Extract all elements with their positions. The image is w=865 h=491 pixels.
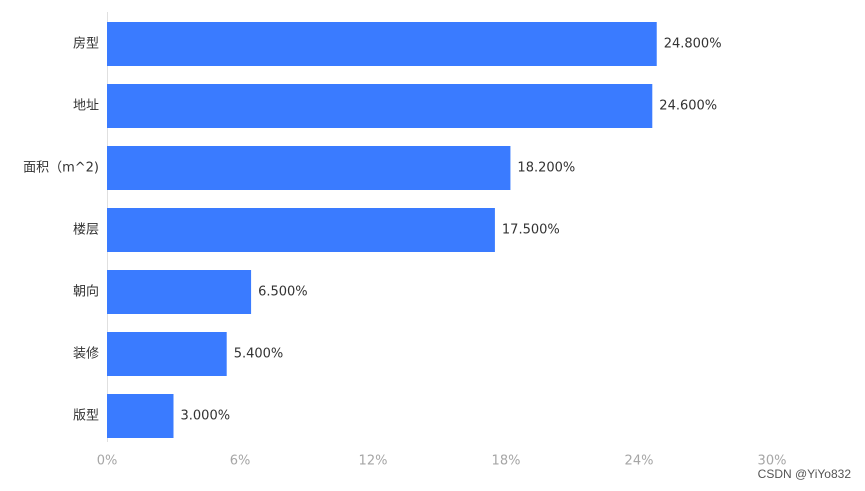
value-label: 24.600% — [659, 99, 717, 114]
x-tick-label: 12% — [359, 454, 388, 469]
watermark: CSDN @YiYo832 — [757, 467, 851, 481]
bar[interactable] — [107, 332, 227, 376]
x-tick-label: 24% — [625, 454, 654, 469]
x-tick-label: 0% — [97, 454, 118, 469]
bar[interactable] — [107, 270, 252, 314]
bar[interactable] — [107, 394, 174, 438]
x-axis-ticks: 0% 6% 12% 18% 24% 30% — [97, 454, 787, 469]
value-label: 3.000% — [181, 409, 231, 424]
value-label: 6.500% — [258, 285, 308, 300]
category-label: 装修 — [73, 347, 99, 362]
value-label: 5.400% — [234, 347, 284, 362]
value-label: 17.500% — [502, 223, 560, 238]
value-labels: 24.800% 24.600% 18.200% 17.500% 6.500% 5.400%… — [181, 37, 722, 424]
bars-layer — [107, 22, 657, 438]
category-label: 面积（m^2) — [23, 161, 99, 176]
bar[interactable] — [107, 84, 653, 128]
category-label: 地址 — [73, 99, 99, 114]
value-label: 24.800% — [664, 37, 722, 52]
category-label: 房型 — [73, 36, 99, 52]
bar[interactable] — [107, 22, 657, 66]
bar[interactable] — [107, 208, 495, 252]
value-label: 18.200% — [517, 161, 575, 176]
x-tick-label: 30% — [758, 454, 787, 469]
bar[interactable] — [107, 146, 511, 190]
category-label: 版型 — [73, 409, 99, 424]
category-label: 楼层 — [73, 223, 99, 238]
x-tick-label: 6% — [230, 454, 251, 469]
category-label: 朝向 — [73, 284, 99, 300]
x-tick-label: 18% — [492, 454, 521, 469]
